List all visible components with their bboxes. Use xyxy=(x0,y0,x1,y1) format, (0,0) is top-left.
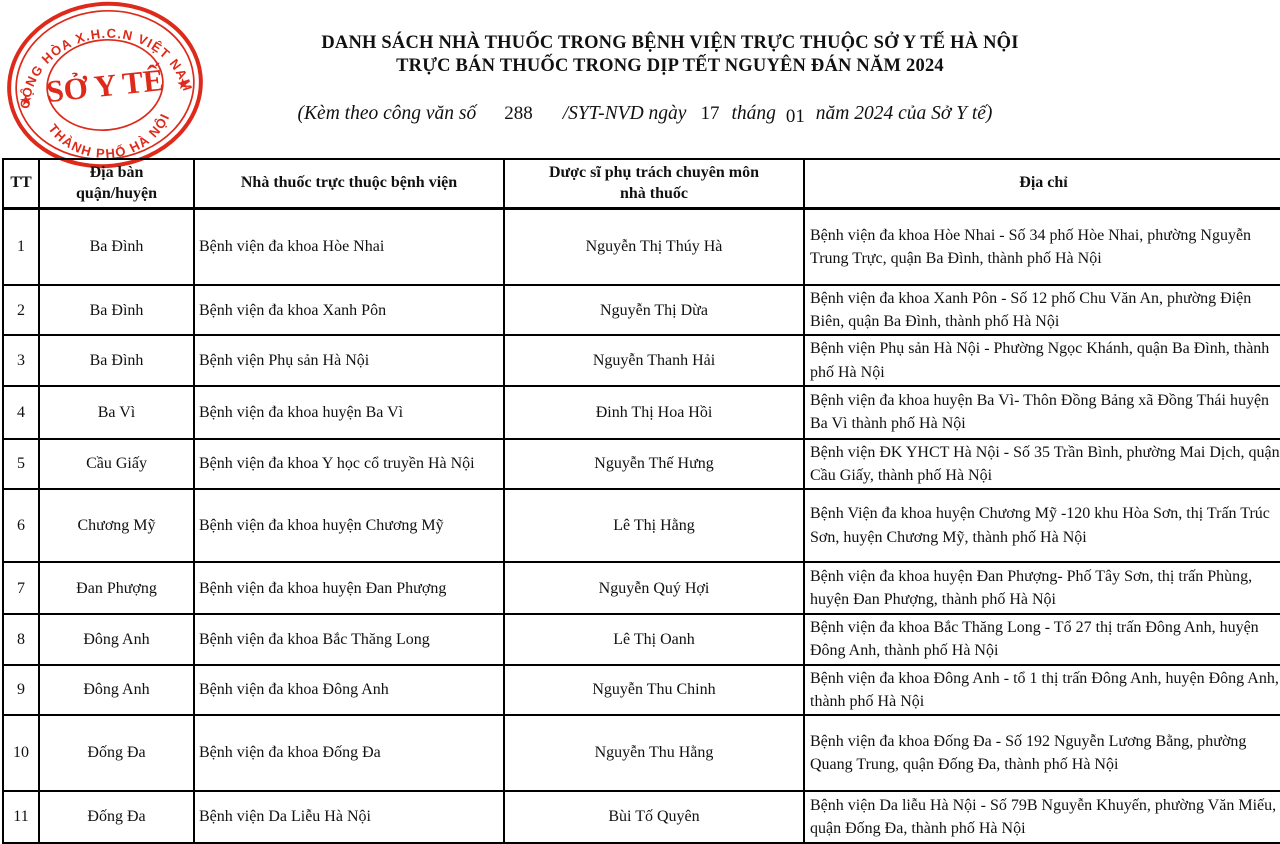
cell-pharmacist: Đinh Thị Hoa Hồi xyxy=(503,384,805,440)
cell-tt: 9 xyxy=(2,663,40,716)
cell-pharmacist: Nguyễn Quý Hợi xyxy=(503,561,805,616)
subtitle-prefix: (Kèm theo công văn số xyxy=(297,103,477,124)
cell-pharmacist: Nguyễn Thanh Hải xyxy=(503,334,805,387)
cell-tt: 8 xyxy=(2,613,40,666)
table-row: 2 Ba Đình Bệnh viện đa khoa Xanh Pôn Ngu… xyxy=(2,283,1280,337)
cell-address: Bệnh viện đa khoa Hòe Nhai - Số 34 phố H… xyxy=(803,207,1280,286)
document-title-line2: TRỰC BÁN THUỐC TRONG DỊP TẾT NGUYÊN ĐÁN … xyxy=(396,56,944,76)
stamp-center-circle xyxy=(46,38,164,132)
cell-tt: 3 xyxy=(2,334,40,387)
cell-pharmacy: Bệnh viện đa khoa Y học cổ truyền Hà Nội xyxy=(193,437,505,491)
star-icon: ★ xyxy=(176,76,191,93)
stamp-graphic: CỘNG HÒA X.H.C.N VIỆT NAM THÀNH PHỐ HÀ N… xyxy=(7,1,203,169)
cell-district: Đống Đa xyxy=(38,789,195,844)
cell-address: Bệnh viện đa khoa Đống Đa - Số 192 Nguyễ… xyxy=(803,713,1280,792)
so-y-te-official-stamp: CỘNG HÒA X.H.C.N VIỆT NAM THÀNH PHỐ HÀ N… xyxy=(0,0,214,180)
subtitle-mid1: /SYT-NVD ngày xyxy=(562,103,687,124)
cell-address: Bệnh Viện đa khoa huyện Chương Mỹ -120 k… xyxy=(803,488,1280,564)
document-title-line1: DANH SÁCH NHÀ THUỐC TRONG BỆNH VIỆN TRỰC… xyxy=(321,33,1019,53)
table-row: 1 Ba Đình Bệnh viện đa khoa Hòe Nhai Ngu… xyxy=(2,207,1280,286)
cell-address: Bệnh viện đa khoa Xanh Pôn - Số 12 phố C… xyxy=(803,283,1280,337)
table-row: 7 Đan Phượng Bệnh viện đa khoa huyện Đan… xyxy=(2,561,1280,616)
cell-pharmacy: Bệnh viện đa khoa Đông Anh xyxy=(193,663,505,716)
subtitle-mid2: tháng xyxy=(731,103,776,124)
col-header-tt: TT xyxy=(2,158,40,210)
document-subtitle: (Kèm theo công văn số 288/SYT-NVD ngày 17 t… xyxy=(0,103,1280,127)
cell-district: Đông Anh xyxy=(38,663,195,716)
cell-district: Cầu Giấy xyxy=(38,437,195,491)
cell-pharmacy: Bệnh viện đa khoa Đống Đa xyxy=(193,713,505,792)
cell-pharmacist: Bùi Tố Quyên xyxy=(503,789,805,844)
cell-pharmacy: Bệnh viện đa khoa huyện Ba Vì xyxy=(193,384,505,440)
table-row: 3 Ba Đình Bệnh viện Phụ sản Hà Nội Nguyễ… xyxy=(2,334,1280,387)
cell-pharmacy: Bệnh viện Phụ sản Hà Nội xyxy=(193,334,505,387)
cell-address: Bệnh viện đa khoa huyện Đan Phượng- Phố … xyxy=(803,561,1280,616)
table-row: 5 Cầu Giấy Bệnh viện đa khoa Y học cổ tr… xyxy=(2,437,1280,491)
table-row: 10 Đống Đa Bệnh viện đa khoa Đống Đa Ngu… xyxy=(2,713,1280,792)
col-header-district: Địa bàn quận/huyện xyxy=(38,158,195,210)
cell-pharmacy: Bệnh viện đa khoa Xanh Pôn xyxy=(193,283,505,337)
cell-pharmacy: Bệnh viện Da Liễu Hà Nội xyxy=(193,789,505,844)
cell-district: Đan Phượng xyxy=(38,561,195,616)
cell-tt: 11 xyxy=(2,789,40,844)
cell-tt: 10 xyxy=(2,713,40,792)
cell-pharmacist: Nguyễn Thu Hằng xyxy=(503,713,805,792)
col-header-pharmacy: Nhà thuốc trực thuộc bệnh viện xyxy=(193,158,505,210)
subtitle-suffix: năm 2024 của Sở Y tế) xyxy=(815,103,993,124)
table-row: 4 Ba Vì Bệnh viện đa khoa huyện Ba Vì Đi… xyxy=(2,384,1280,440)
cell-district: Đống Đa xyxy=(38,713,195,792)
cell-pharmacy: Bệnh viện đa khoa huyện Chương Mỹ xyxy=(193,488,505,564)
table-row: 6 Chương Mỹ Bệnh viện đa khoa huyện Chươ… xyxy=(2,488,1280,564)
table-row: 8 Đông Anh Bệnh viện đa khoa Bắc Thăng L… xyxy=(2,613,1280,666)
cell-district: Chương Mỹ xyxy=(38,488,195,564)
cell-district: Đông Anh xyxy=(38,613,195,666)
cell-tt: 2 xyxy=(2,283,40,337)
cell-district: Ba Đình xyxy=(38,207,195,286)
cell-tt: 4 xyxy=(2,384,40,440)
document-number: 288 xyxy=(504,103,533,124)
cell-district: Ba Đình xyxy=(38,334,195,387)
cell-address: Bệnh viện đa khoa Bắc Thăng Long - Tổ 27… xyxy=(803,613,1280,666)
cell-pharmacist: Lê Thị Hằng xyxy=(503,488,805,564)
cell-tt: 6 xyxy=(2,488,40,564)
star-icon: ★ xyxy=(18,93,33,110)
table-row: 9 Đông Anh Bệnh viện đa khoa Đông Anh Ng… xyxy=(2,663,1280,716)
cell-pharmacy: Bệnh viện đa khoa huyện Đan Phượng xyxy=(193,561,505,616)
cell-address: Bệnh viện đa khoa Đông Anh - tổ 1 thị tr… xyxy=(803,663,1280,716)
col-header-pharmacist: Dược sĩ phụ trách chuyên môn nhà thuốc xyxy=(503,158,805,210)
cell-pharmacy: Bệnh viện đa khoa Hòe Nhai xyxy=(193,207,505,286)
cell-address: Bệnh viện ĐK YHCT Hà Nội - Số 35 Trần Bì… xyxy=(803,437,1280,491)
cell-pharmacy: Bệnh viện đa khoa Bắc Thăng Long xyxy=(193,613,505,666)
document-header: DANH SÁCH NHÀ THUỐC TRONG BỆNH VIỆN TRỰC… xyxy=(0,32,1280,127)
cell-pharmacist: Nguyễn Thu Chinh xyxy=(503,663,805,716)
document-day: 17 xyxy=(700,103,720,124)
col-header-address: Địa chỉ xyxy=(803,158,1280,210)
cell-address: Bệnh viện đa khoa huyện Ba Vì- Thôn Đồng… xyxy=(803,384,1280,440)
cell-pharmacist: Nguyễn Thị Thúy Hà xyxy=(503,207,805,286)
cell-address: Bệnh viện Da liễu Hà Nội - Số 79B Nguyễn… xyxy=(803,789,1280,844)
cell-district: Ba Đình xyxy=(38,283,195,337)
document-month: 01 xyxy=(785,106,805,127)
cell-pharmacist: Nguyễn Thế Hưng xyxy=(503,437,805,491)
cell-tt: 7 xyxy=(2,561,40,616)
cell-address: Bệnh viện Phụ sản Hà Nội - Phường Ngọc K… xyxy=(803,334,1280,387)
table-row: 11 Đống Đa Bệnh viện Da Liễu Hà Nội Bùi … xyxy=(2,789,1280,844)
cell-tt: 5 xyxy=(2,437,40,491)
cell-pharmacist: Nguyễn Thị Dừa xyxy=(503,283,805,337)
pharmacy-roster-table: TT Địa bàn quận/huyện Nhà thuốc trực thu… xyxy=(2,158,1280,844)
cell-tt: 1 xyxy=(2,207,40,286)
table-header-row: TT Địa bàn quận/huyện Nhà thuốc trực thu… xyxy=(2,158,1280,210)
cell-pharmacist: Lê Thị Oanh xyxy=(503,613,805,666)
cell-district: Ba Vì xyxy=(38,384,195,440)
